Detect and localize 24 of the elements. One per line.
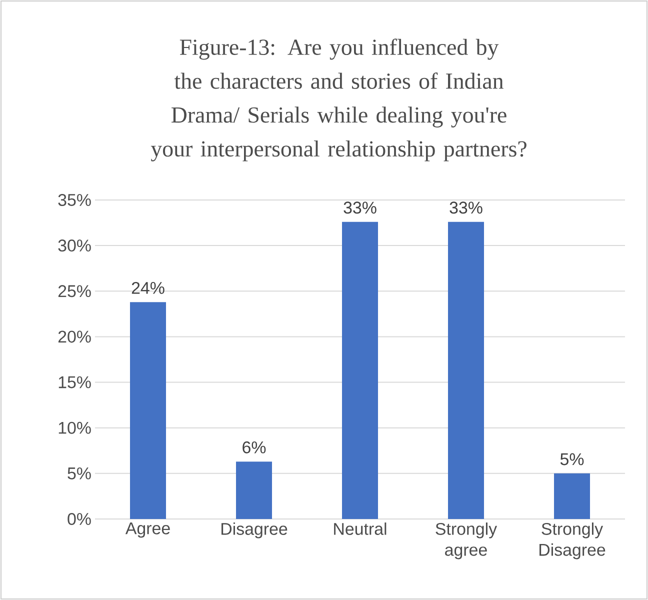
- bar: [130, 302, 166, 519]
- bar: [342, 222, 378, 519]
- data-label: 33%: [344, 202, 376, 214]
- data-label: 5%: [560, 453, 584, 466]
- data-label: 24%: [132, 282, 164, 294]
- x-tick-label: Strongly agree: [436, 522, 498, 560]
- bar: [236, 462, 272, 519]
- x-tick-label: Agree: [125, 522, 170, 538]
- y-tick-label: 0%: [68, 512, 91, 525]
- data-label: 33%: [450, 202, 482, 214]
- bar: [554, 473, 590, 519]
- y-tick-label: 30%: [58, 240, 91, 252]
- y-tick-label: 35%: [58, 194, 91, 206]
- data-label: 6%: [242, 441, 266, 454]
- y-tick-label: 15%: [58, 376, 91, 388]
- x-tick-label: Strongly Disagree: [540, 522, 606, 560]
- y-tick-label: 20%: [58, 330, 91, 343]
- y-tick-label: 25%: [58, 285, 91, 298]
- y-tick-label: 5%: [68, 467, 91, 480]
- x-tick-label: Disagree: [222, 522, 288, 538]
- bar: [448, 222, 484, 519]
- chart-title: Figure-13: Are you influenced by the characters and stories of Indian Drama/ Serials while dealing you're your interpersonal relationship partners?: [150, 38, 526, 162]
- y-tick-label: 10%: [58, 422, 91, 434]
- x-tick-label: Neutral: [334, 522, 386, 535]
